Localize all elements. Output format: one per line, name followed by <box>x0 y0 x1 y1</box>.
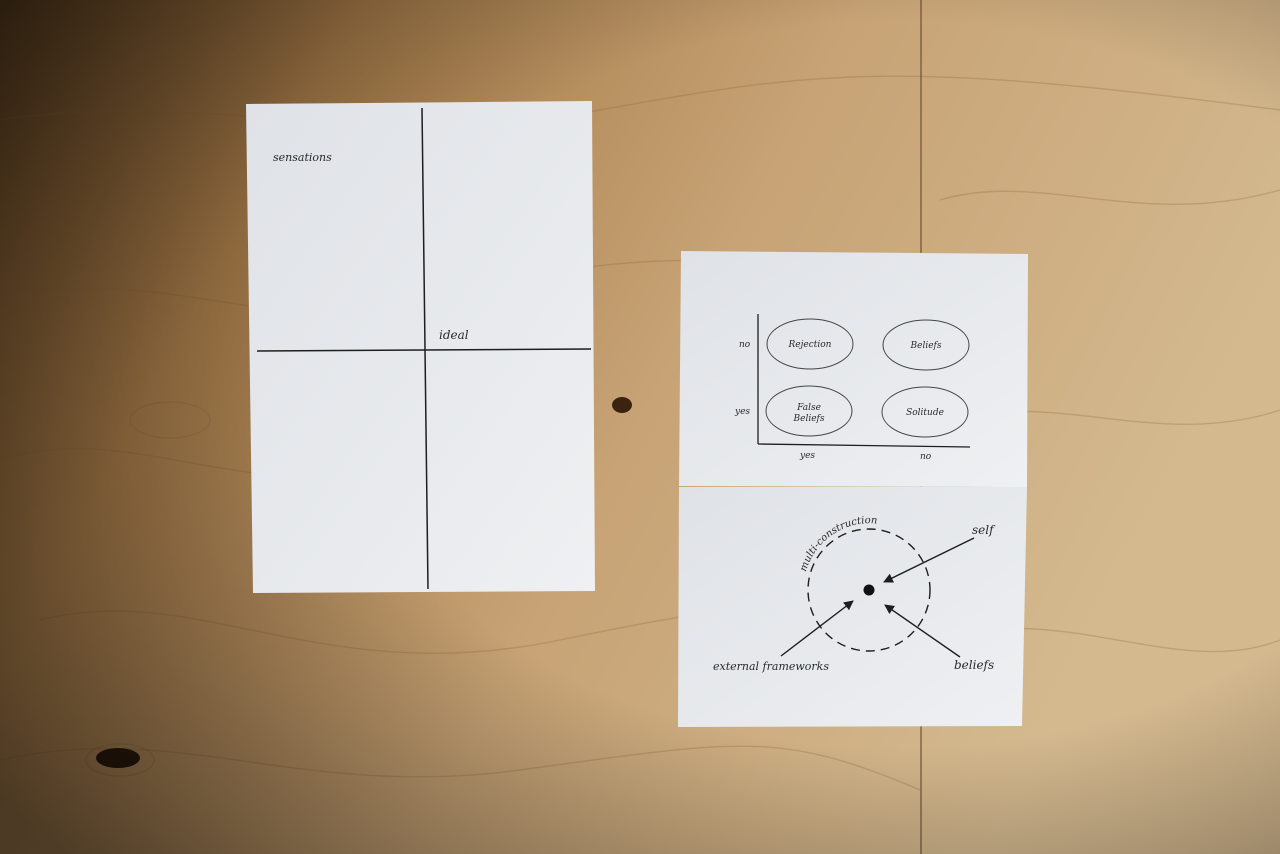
label-sensations: sensations <box>273 151 332 164</box>
cell-solitude: Solitude <box>906 408 944 418</box>
cell-rejection: Rejection <box>788 340 832 350</box>
right-card-top: no yes yes no Rejection Beliefs False Be… <box>679 251 1028 487</box>
cell-beliefs: Beliefs <box>910 341 942 351</box>
y-label-yes: yes <box>734 407 750 417</box>
cell-false-beliefs: Beliefs <box>793 414 825 424</box>
label-self: self <box>972 523 996 537</box>
y-label-no: no <box>739 340 751 350</box>
label-ideal: ideal <box>439 328 469 342</box>
x-label-yes: yes <box>799 451 815 461</box>
left-card: sensations ideal <box>246 101 595 593</box>
label-beliefs: beliefs <box>954 658 994 672</box>
cell-false: False <box>796 403 821 413</box>
center-dot <box>864 585 875 596</box>
right-card-bottom: multi-construction self external framewo… <box>678 487 1027 727</box>
x-label-no: no <box>920 452 932 462</box>
label-external-frameworks: external frameworks <box>713 660 829 673</box>
